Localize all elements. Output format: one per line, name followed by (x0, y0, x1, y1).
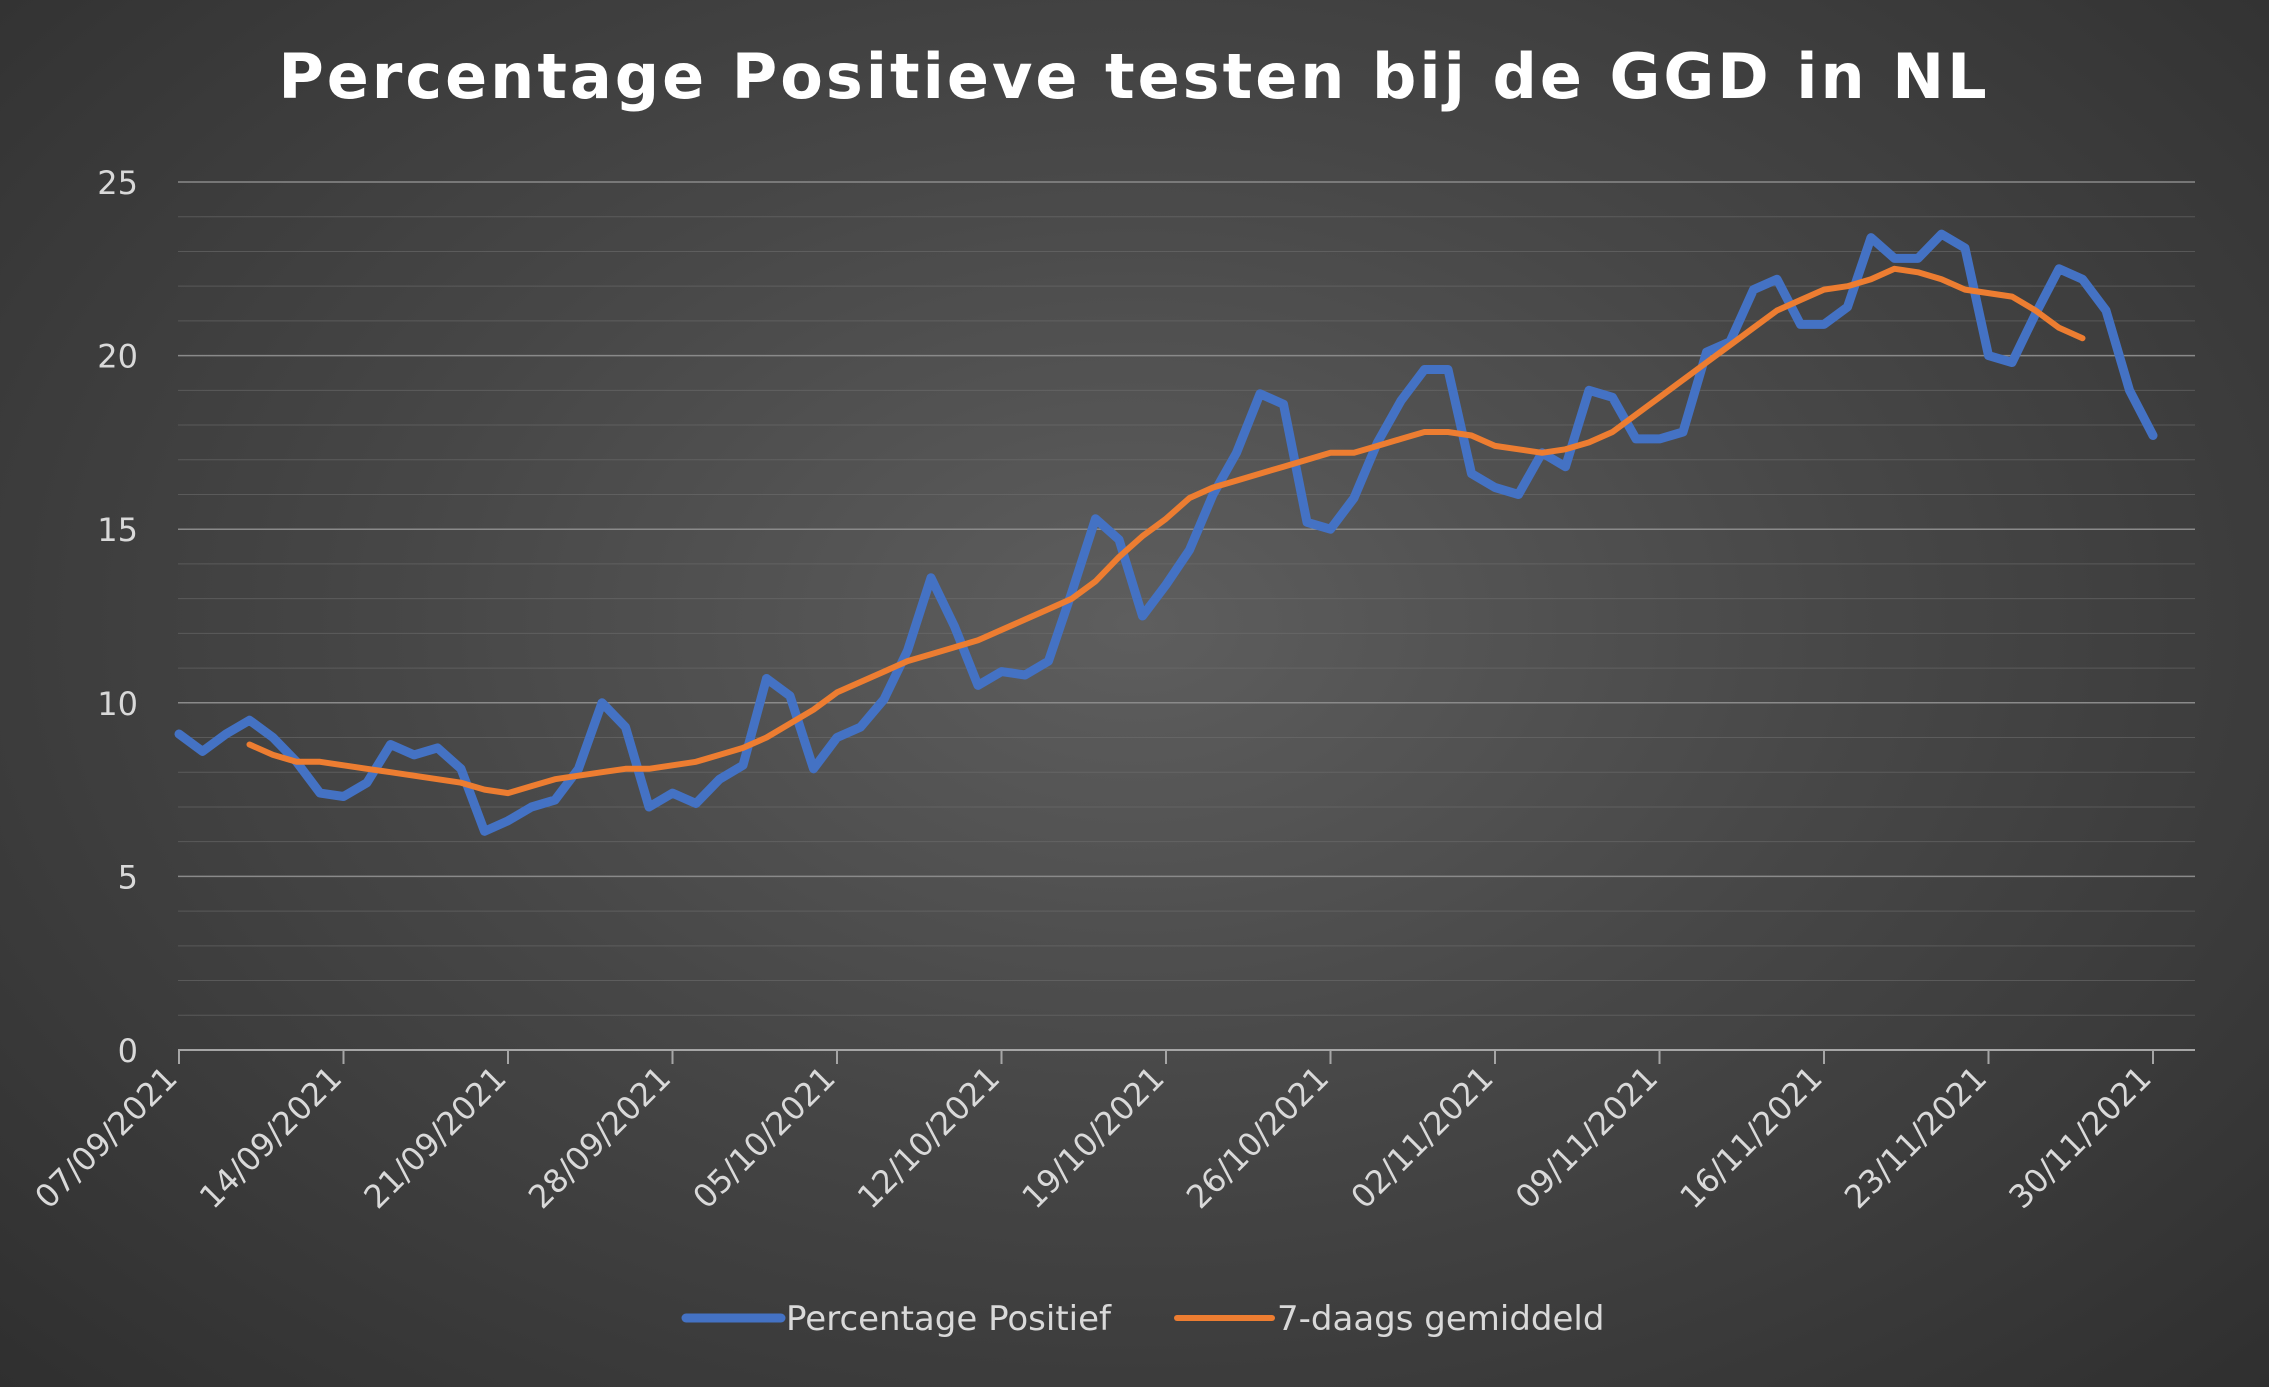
y-tick-label: 25 (97, 164, 138, 202)
x-tick-label: 12/10/2021 (850, 1059, 1007, 1216)
x-tick-label: 09/11/2021 (1508, 1059, 1665, 1216)
legend-label: Percentage Positief (786, 1299, 1112, 1339)
x-axis: 07/09/2021 14/09/2021 21/09/2021 28/09/2021… (27, 1049, 2195, 1216)
chart-title: Percentage Positieve testen bij de GGD i… (278, 40, 1989, 113)
x-tick-label: 05/10/2021 (685, 1059, 842, 1216)
x-tick-label: 16/11/2021 (1672, 1059, 1829, 1216)
series-line-7-daags-gemiddeld (246, 265, 2086, 797)
x-tick-label: 26/10/2021 (1179, 1059, 1336, 1216)
series-line-percentage-positief (174, 229, 2158, 836)
y-tick-label: 15 (97, 511, 138, 549)
major-gridlines (178, 181, 2195, 878)
legend: Percentage Positief 7-daags gemiddeld (681, 1299, 1604, 1339)
series-layer (174, 229, 2158, 836)
y-tick-label: 5 (118, 858, 138, 896)
y-tick-label: 10 (97, 685, 138, 723)
y-tick-label: 20 (97, 338, 138, 376)
x-tick-label: 28/09/2021 (521, 1059, 678, 1216)
legend-label: 7-daags gemiddeld (1277, 1299, 1604, 1339)
x-tick-label: 19/10/2021 (1014, 1059, 1171, 1216)
x-tick-label: 07/09/2021 (27, 1059, 184, 1216)
y-tick-label: 0 (118, 1032, 138, 1070)
x-tick-label: 14/09/2021 (192, 1059, 349, 1216)
x-tick-label: 30/11/2021 (2001, 1059, 2158, 1216)
x-tick-label: 02/11/2021 (1343, 1059, 1500, 1216)
y-axis: 0 5 10 15 20 25 (97, 164, 138, 1070)
minor-gridlines (178, 216, 2195, 1016)
x-tick-label: 21/09/2021 (356, 1059, 513, 1216)
x-tick-label: 23/11/2021 (1837, 1059, 1994, 1216)
